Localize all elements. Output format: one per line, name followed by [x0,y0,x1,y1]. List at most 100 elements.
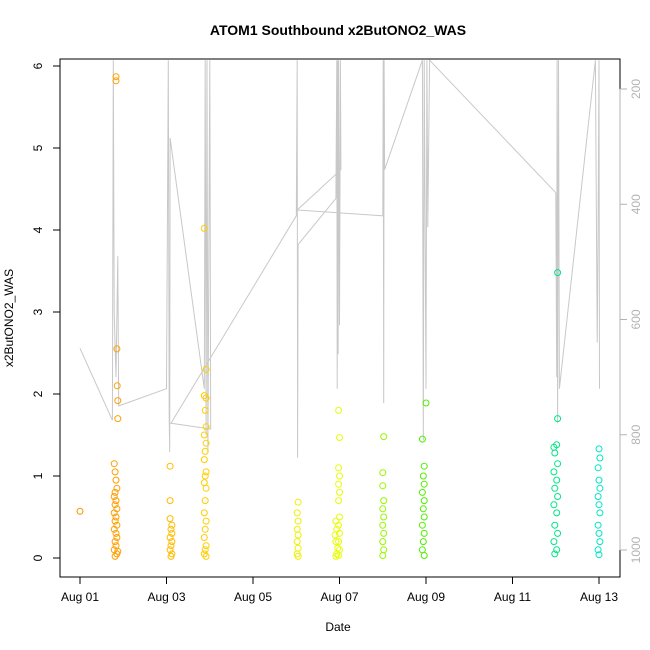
y2-tick-label: 600 [629,309,643,329]
data-point [293,509,301,517]
data-point [110,509,118,517]
x-tick-label: Aug 11 [494,590,531,604]
data-point [114,415,122,423]
data-point [202,517,210,525]
y-tick-label: 4 [31,226,45,233]
data-point [200,456,208,464]
data-point [111,538,119,546]
data-point [166,546,174,554]
x-tick-label: Aug 09 [407,590,445,604]
data-point [336,434,343,441]
pressure-line-layer [79,58,600,458]
data-point [553,476,561,484]
points-layer [76,73,604,560]
data-point [550,538,558,546]
data-point [420,497,428,505]
data-point [293,525,301,533]
data-point [200,431,208,439]
data-point [167,525,175,533]
y-tick-label: 2 [31,390,45,397]
data-point [166,534,174,541]
data-point [595,476,603,484]
data-point [335,406,343,414]
data-point [201,472,209,480]
y-tick-label: 1 [31,472,45,479]
data-point [336,472,343,480]
data-point [331,531,339,539]
data-point [420,462,428,470]
y2-tick-label: 400 [629,194,643,214]
data-point [420,529,428,537]
data-point [168,538,176,546]
data-point [550,501,558,509]
data-point [420,513,428,521]
data-point [202,484,210,492]
data-point [111,488,119,496]
data-point [335,497,343,505]
data-point [334,544,342,552]
data-point [380,513,388,521]
data-point [419,472,427,480]
data-point [336,513,343,521]
data-point [594,464,602,472]
y2-tick-label: 1000 [629,536,643,563]
data-point [200,479,208,487]
data-point [418,435,426,443]
chart-title: ATOM1 Southbound x2ButONO2_WAS [210,22,466,38]
data-point [200,509,208,517]
x-axis: Aug 01 Aug 03 Aug 05 Aug 07 Aug 09 Aug 11 Aug … [61,576,618,604]
y2-axis: 200 400 600 800 1000 [619,79,643,563]
data-point [111,501,119,509]
data-point [551,521,559,529]
data-point [596,509,604,517]
data-point [112,497,120,505]
data-point [379,521,387,529]
data-point [379,469,387,477]
data-point [294,531,302,539]
data-point [336,488,343,496]
data-point [554,529,562,537]
data-point [112,513,120,521]
data-point [418,488,426,496]
data-point [201,497,209,505]
x-tick-label: Aug 13 [580,590,618,604]
data-point [200,224,208,232]
data-point [110,493,118,500]
data-point [202,365,210,373]
data-point [76,507,84,515]
data-point [335,538,343,546]
data-point [596,484,604,492]
data-point [113,345,121,353]
data-point [594,493,602,500]
data-point [202,439,210,447]
data-point [167,542,175,550]
data-point [111,517,119,525]
data-point [112,77,120,85]
x-tick-label: Aug 05 [234,590,272,604]
data-point [553,509,561,517]
data-point [112,476,120,484]
data-point [294,544,302,552]
y2-tick-label: 200 [629,79,643,99]
data-point [420,552,428,559]
x-axis-label: Date [325,620,351,634]
data-point [201,406,209,414]
data-point [110,525,118,533]
data-point [168,521,176,529]
data-point [553,441,561,449]
data-point [335,552,343,559]
data-point [380,497,388,505]
data-point [294,517,302,525]
data-point [550,468,558,476]
data-point [114,547,122,555]
data-point [595,529,603,537]
data-point [294,498,302,506]
data-point [332,538,340,546]
y-axis-label: x2ButONO2_WAS [2,269,16,367]
data-point [336,529,343,537]
y-tick-label: 3 [31,308,45,315]
x-tick-label: Aug 03 [147,590,185,604]
data-point [418,521,426,529]
data-point [110,460,118,468]
data-point [202,423,210,431]
